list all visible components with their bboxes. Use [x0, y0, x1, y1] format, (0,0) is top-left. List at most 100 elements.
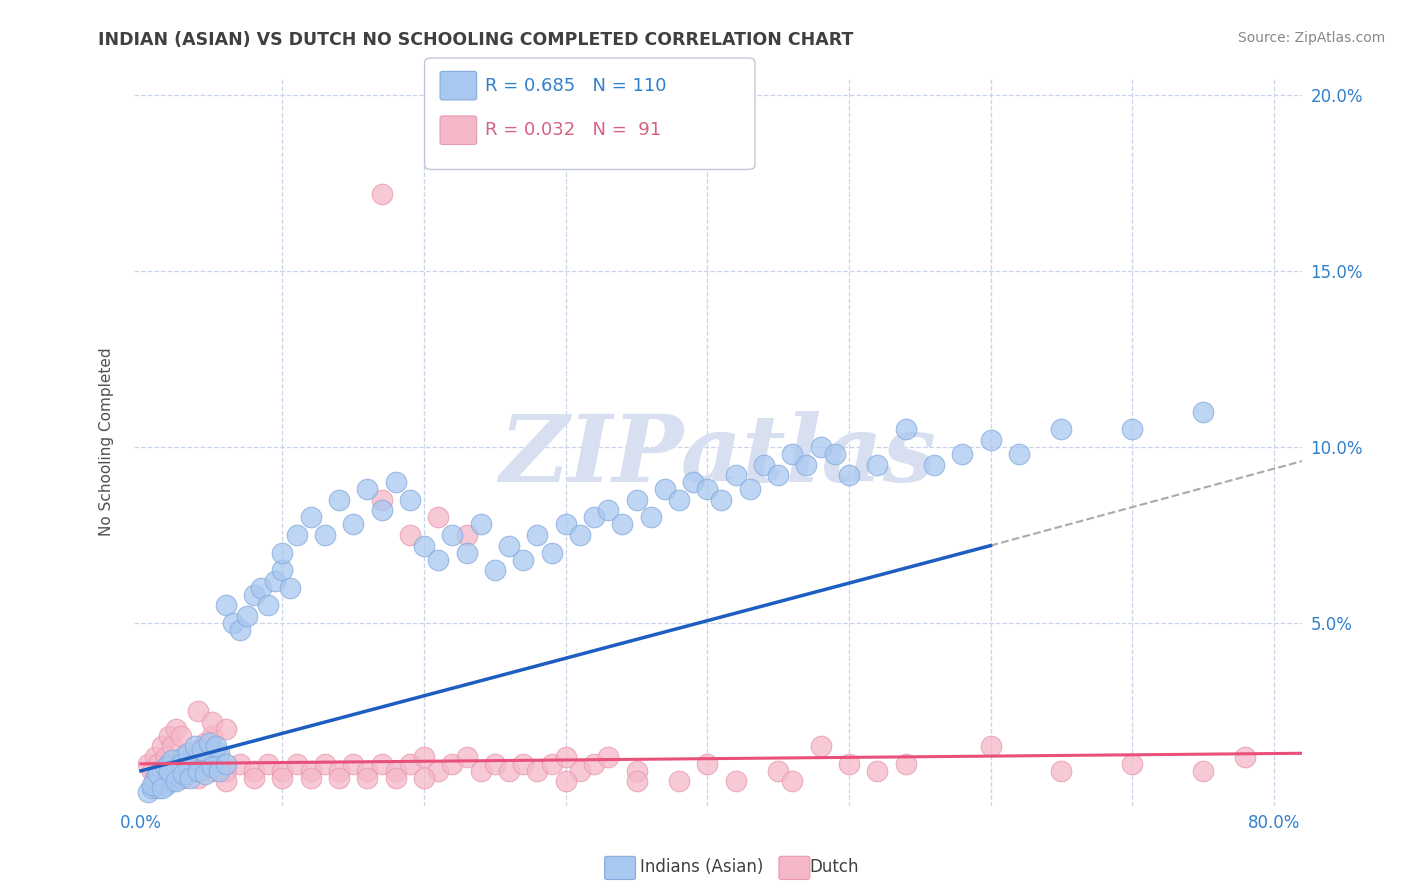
- Point: [1192, 764, 1215, 778]
- Point: [194, 736, 217, 750]
- Point: [165, 760, 187, 774]
- Point: [194, 749, 217, 764]
- Point: [201, 743, 224, 757]
- Point: [198, 743, 221, 757]
- Point: [384, 771, 406, 785]
- Point: [176, 746, 198, 760]
- Point: [427, 510, 450, 524]
- Point: [1121, 756, 1143, 771]
- Point: [399, 528, 422, 542]
- Point: [155, 778, 177, 792]
- Point: [554, 774, 576, 789]
- Point: [194, 753, 217, 767]
- Point: [554, 517, 576, 532]
- Point: [215, 764, 238, 778]
- Point: [190, 749, 212, 764]
- Point: [186, 756, 208, 771]
- Point: [250, 581, 273, 595]
- Point: [1192, 405, 1215, 419]
- Point: [157, 756, 180, 771]
- Y-axis label: No Schooling Completed: No Schooling Completed: [100, 348, 114, 536]
- Point: [172, 767, 194, 781]
- Point: [165, 756, 187, 771]
- Point: [824, 447, 846, 461]
- Point: [191, 743, 214, 757]
- Point: [866, 458, 889, 472]
- Point: [190, 760, 212, 774]
- Point: [236, 609, 259, 624]
- Point: [169, 771, 191, 785]
- Point: [157, 771, 180, 785]
- Point: [157, 764, 180, 778]
- Point: [169, 729, 191, 743]
- Point: [243, 764, 266, 778]
- Point: [198, 756, 221, 771]
- Point: [314, 756, 336, 771]
- Point: [328, 492, 350, 507]
- Point: [215, 599, 238, 613]
- Point: [328, 764, 350, 778]
- Point: [441, 756, 464, 771]
- Point: [194, 767, 217, 781]
- Point: [780, 774, 803, 789]
- Point: [169, 756, 191, 771]
- Point: [146, 781, 169, 796]
- Text: INDIAN (ASIAN) VS DUTCH NO SCHOOLING COMPLETED CORRELATION CHART: INDIAN (ASIAN) VS DUTCH NO SCHOOLING COM…: [98, 31, 853, 49]
- Point: [512, 552, 534, 566]
- Point: [413, 539, 436, 553]
- Point: [399, 492, 422, 507]
- Point: [441, 528, 464, 542]
- Point: [160, 753, 183, 767]
- Point: [179, 771, 201, 785]
- Point: [384, 764, 406, 778]
- Point: [271, 764, 294, 778]
- Point: [299, 510, 322, 524]
- Point: [766, 764, 789, 778]
- Point: [780, 447, 803, 461]
- Text: Indians (Asian): Indians (Asian): [640, 858, 763, 876]
- Point: [172, 764, 194, 778]
- Point: [626, 764, 648, 778]
- Point: [370, 492, 392, 507]
- Point: [668, 774, 690, 789]
- Point: [183, 764, 205, 778]
- Point: [208, 746, 231, 760]
- Point: [198, 736, 221, 750]
- Point: [208, 764, 231, 778]
- Point: [155, 760, 177, 774]
- Point: [598, 503, 620, 517]
- Point: [724, 468, 747, 483]
- Point: [204, 753, 226, 767]
- Point: [696, 756, 718, 771]
- Point: [194, 756, 217, 771]
- Point: [370, 503, 392, 517]
- Point: [894, 422, 917, 436]
- Point: [456, 546, 478, 560]
- Point: [150, 764, 173, 778]
- Point: [328, 771, 350, 785]
- Point: [540, 756, 562, 771]
- Point: [201, 764, 224, 778]
- Point: [165, 767, 187, 781]
- Point: [229, 623, 252, 637]
- Point: [356, 483, 378, 497]
- Point: [141, 764, 163, 778]
- Point: [568, 764, 591, 778]
- Point: [342, 517, 364, 532]
- Point: [498, 539, 520, 553]
- Point: [179, 760, 201, 774]
- Point: [208, 749, 231, 764]
- Point: [342, 756, 364, 771]
- Point: [215, 722, 238, 736]
- Point: [314, 528, 336, 542]
- Point: [141, 778, 163, 792]
- Point: [150, 781, 173, 796]
- Point: [186, 704, 208, 718]
- Text: R = 0.032   N =  91: R = 0.032 N = 91: [485, 121, 661, 139]
- Point: [810, 440, 832, 454]
- Point: [598, 749, 620, 764]
- Point: [264, 574, 287, 588]
- Text: R = 0.685   N = 110: R = 0.685 N = 110: [485, 77, 666, 95]
- Point: [484, 756, 506, 771]
- Point: [172, 771, 194, 785]
